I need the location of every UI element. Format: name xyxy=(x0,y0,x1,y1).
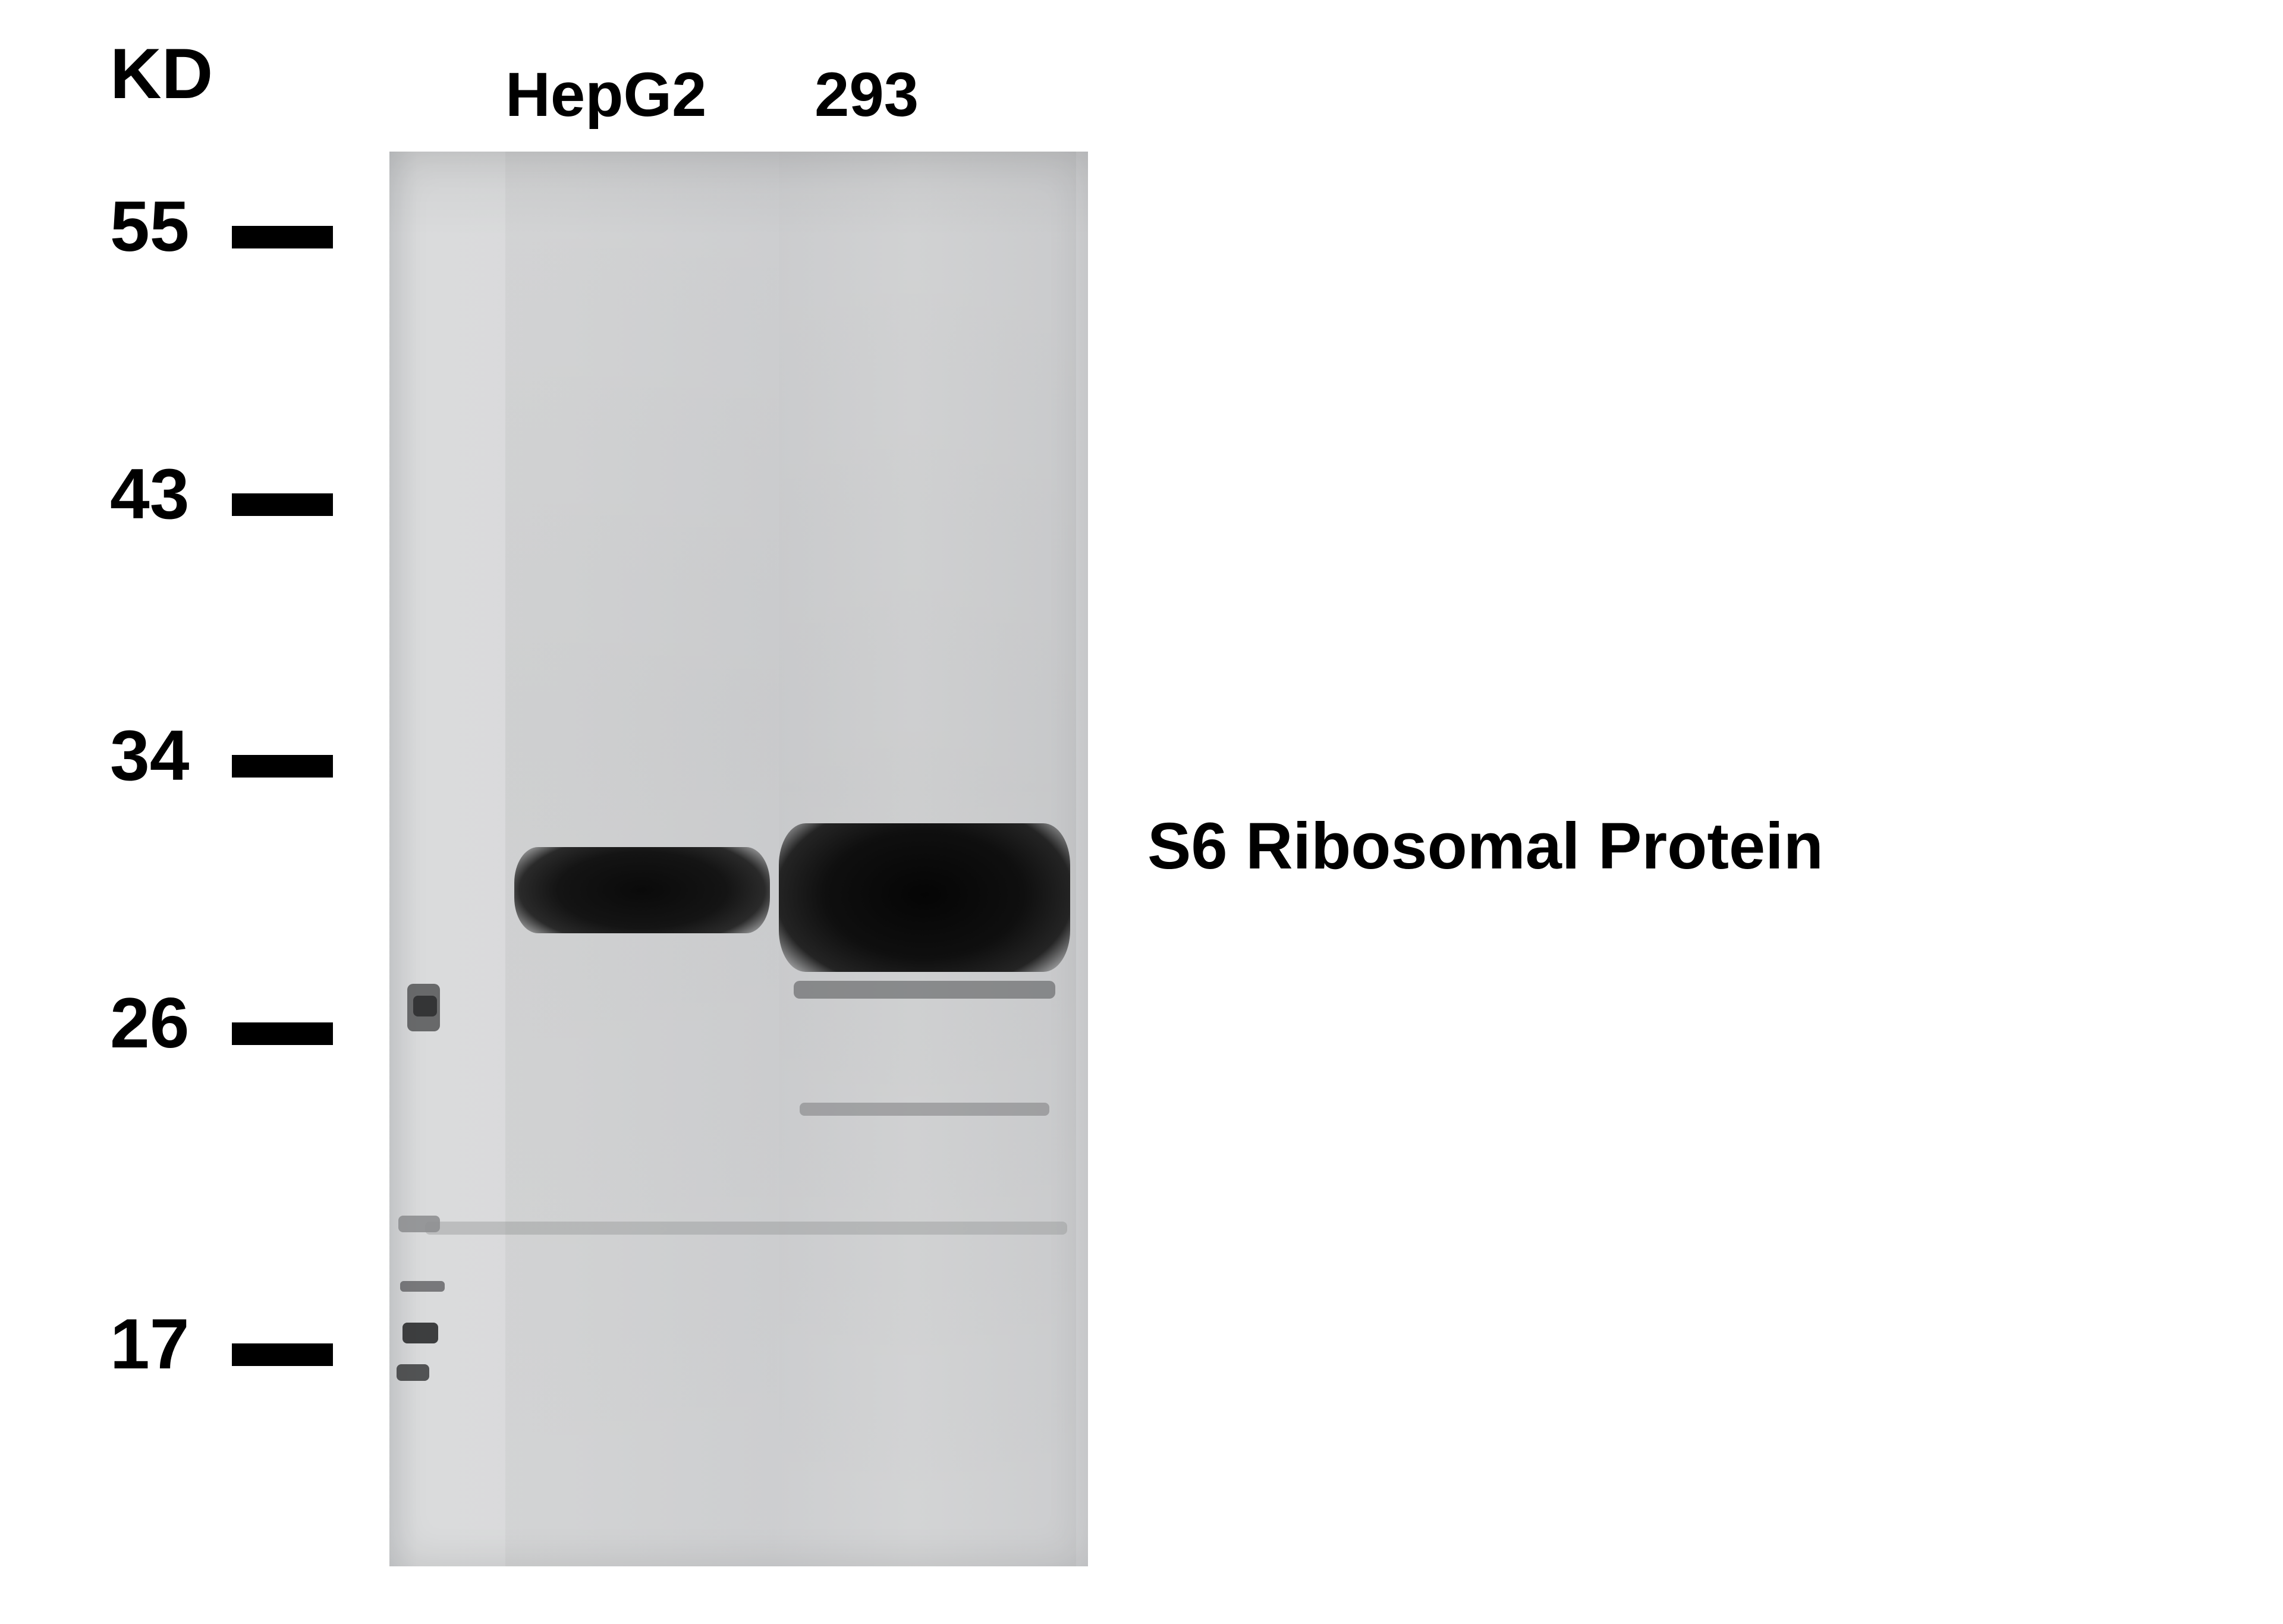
ladder-tick-43 xyxy=(232,493,333,516)
ladder-tick-55 xyxy=(232,226,333,248)
band-faint-smear xyxy=(425,1222,1067,1235)
target-protein-label: S6 Ribosomal Protein xyxy=(1147,808,1823,884)
band-293-faint-1 xyxy=(794,981,1055,999)
ladder-label-43: 43 xyxy=(110,453,189,535)
ladder-label-17: 17 xyxy=(110,1303,189,1385)
lane-header-hepg2: HepG2 xyxy=(505,59,706,131)
band-293-s6 xyxy=(779,823,1070,972)
band-293-faint-2 xyxy=(800,1103,1049,1116)
ladder-tick-34 xyxy=(232,755,333,778)
band-hepg2-s6 xyxy=(514,847,770,933)
molecular-weight-unit-label: KD xyxy=(110,33,213,115)
ladder-label-55: 55 xyxy=(110,185,189,267)
marker-mark xyxy=(402,1323,438,1343)
ladder-tick-17 xyxy=(232,1343,333,1366)
ladder-label-34: 34 xyxy=(110,715,189,797)
marker-mark xyxy=(400,1281,445,1292)
lane-header-293: 293 xyxy=(815,59,919,131)
marker-mark xyxy=(397,1364,429,1381)
marker-mark xyxy=(413,996,437,1016)
blot-membrane xyxy=(389,152,1088,1566)
ladder-tick-26 xyxy=(232,1022,333,1045)
figure-stage: KD 55 43 34 26 17 HepG2 293 S6 Riboso xyxy=(0,0,2283,1624)
ladder-label-26: 26 xyxy=(110,982,189,1064)
